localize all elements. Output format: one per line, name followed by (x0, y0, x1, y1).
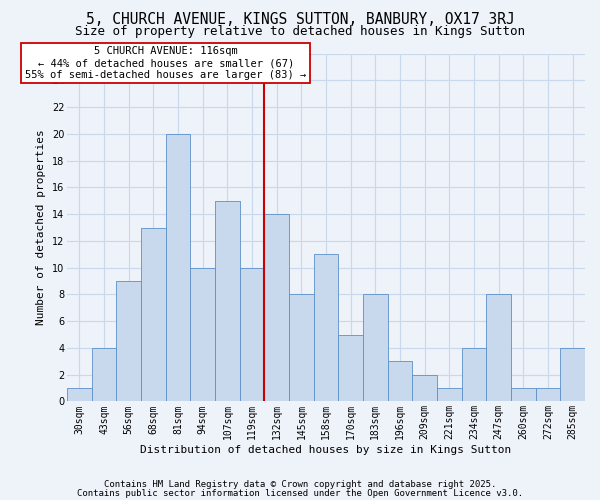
Bar (487, 294, 511, 402)
Text: Contains HM Land Registry data © Crown copyright and database right 2025.: Contains HM Land Registry data © Crown c… (104, 480, 496, 489)
Text: Size of property relative to detached houses in Kings Sutton: Size of property relative to detached ho… (75, 25, 525, 38)
Bar (67, 388, 92, 402)
Bar (240, 268, 265, 402)
X-axis label: Distribution of detached houses by size in Kings Sutton: Distribution of detached houses by size … (140, 445, 512, 455)
Bar (116, 281, 141, 402)
Text: 5, CHURCH AVENUE, KINGS SUTTON, BANBURY, OX17 3RJ: 5, CHURCH AVENUE, KINGS SUTTON, BANBURY,… (86, 12, 514, 28)
Bar (437, 388, 461, 402)
Bar (511, 388, 536, 402)
Text: 5 CHURCH AVENUE: 116sqm
← 44% of detached houses are smaller (67)
55% of semi-de: 5 CHURCH AVENUE: 116sqm ← 44% of detache… (25, 46, 307, 80)
Bar (412, 374, 437, 402)
Bar (536, 388, 560, 402)
Bar (166, 134, 190, 402)
Bar (265, 214, 289, 402)
Bar (289, 294, 314, 402)
Bar (560, 348, 585, 402)
Text: Contains public sector information licensed under the Open Government Licence v3: Contains public sector information licen… (77, 488, 523, 498)
Bar (461, 348, 487, 402)
Bar (338, 334, 363, 402)
Bar (141, 228, 166, 402)
Bar (388, 362, 412, 402)
Y-axis label: Number of detached properties: Number of detached properties (36, 130, 46, 326)
Bar (215, 201, 240, 402)
Bar (92, 348, 116, 402)
Bar (314, 254, 338, 402)
Bar (363, 294, 388, 402)
Bar (190, 268, 215, 402)
